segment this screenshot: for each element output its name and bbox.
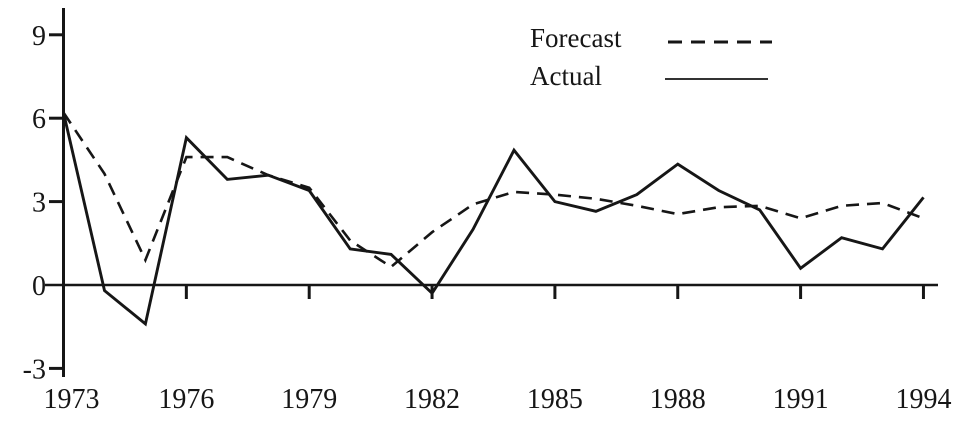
- x-tick-label: 1973: [44, 384, 100, 415]
- x-tick-label: 1985: [527, 384, 583, 415]
- y-axis-ticks: 9 6 3 0 -3: [23, 21, 64, 385]
- y-tick-label: 3: [32, 188, 46, 219]
- x-tick-label: 1976: [158, 384, 214, 415]
- y-tick-label: 0: [32, 271, 46, 302]
- x-tick-label: 1994: [895, 384, 951, 415]
- y-tick-label: 9: [32, 21, 46, 52]
- x-tick-label: 1982: [404, 384, 460, 415]
- x-tick-label: 1979: [281, 384, 337, 415]
- x-axis-ticks: 1973 1976 1979 1982 1985 1988 1991 1994: [44, 286, 951, 415]
- axes: [45, 8, 938, 377]
- x-tick-label: 1988: [650, 384, 706, 415]
- x-tick-label: 1991: [773, 384, 829, 415]
- y-tick-label: 6: [32, 104, 46, 135]
- legend: Forecast Actual: [530, 23, 772, 91]
- actual-series-line: [62, 112, 925, 327]
- y-tick-label: -3: [23, 354, 46, 385]
- legend-actual-label: Actual: [530, 61, 602, 91]
- legend-forecast-label: Forecast: [530, 23, 622, 53]
